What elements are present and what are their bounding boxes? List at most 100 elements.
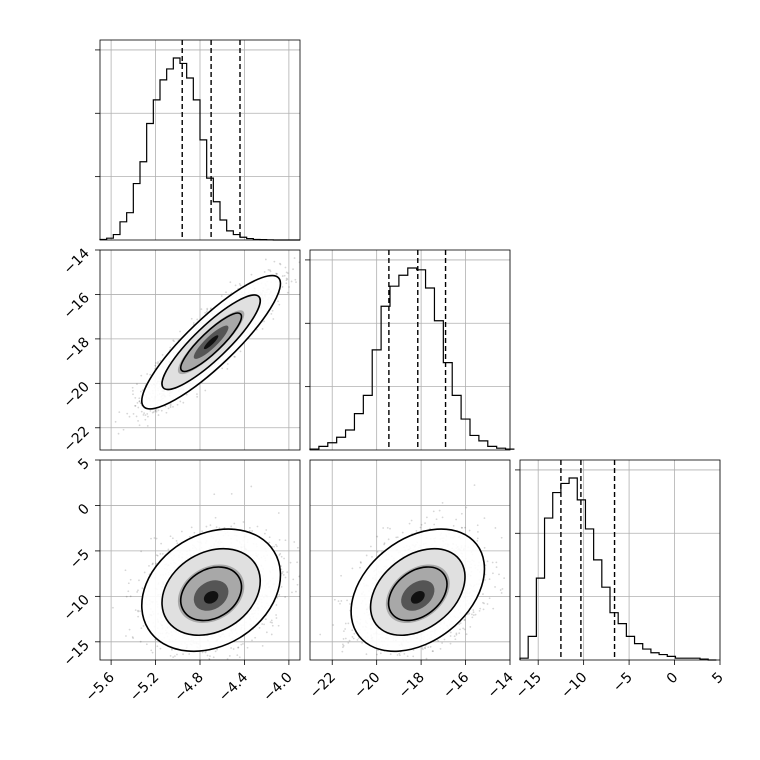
sample-point (236, 654, 239, 657)
sample-point (118, 411, 121, 414)
sample-point (251, 530, 254, 532)
sample-point (142, 666, 144, 668)
sample-point (176, 542, 179, 545)
sample-point (132, 637, 135, 639)
sample-point (153, 410, 155, 413)
sample-point (220, 295, 223, 297)
sample-point (295, 281, 297, 284)
sample-point (226, 658, 229, 660)
sample-point (278, 554, 281, 556)
sample-point (280, 555, 283, 558)
sample-point (151, 411, 154, 414)
sample-point (284, 539, 287, 542)
sample-point (156, 663, 158, 665)
sample-point (273, 545, 276, 548)
sample-point (185, 393, 188, 396)
sample-point (138, 400, 141, 403)
sample-point (136, 591, 139, 593)
sample-point (269, 621, 272, 624)
sample-point (164, 405, 167, 408)
sample-point (193, 531, 196, 534)
sample-point (282, 574, 285, 576)
sample-point (128, 415, 131, 418)
sample-point (150, 537, 152, 540)
panel-frame (519, 459, 721, 661)
contour-line (140, 274, 282, 410)
contour-line (161, 294, 262, 391)
sample-point (147, 415, 149, 418)
sample-point (131, 389, 134, 392)
histogram-0 (99, 57, 300, 241)
sample-point (280, 585, 283, 588)
sample-point (155, 562, 158, 565)
sample-point (169, 535, 172, 538)
sample-point (238, 282, 241, 285)
sample-point (229, 281, 232, 284)
sample-point (270, 633, 273, 636)
sample-point (156, 645, 159, 648)
sample-point (284, 576, 287, 579)
sample-point (125, 635, 127, 637)
sample-point (188, 653, 191, 655)
sample-point (278, 539, 281, 541)
sample-point (281, 572, 283, 575)
sample-point (137, 610, 140, 613)
sample-point (269, 269, 271, 272)
sample-point (91, 454, 93, 456)
sample-point (221, 367, 224, 370)
sample-point (216, 648, 218, 651)
sample-point (157, 361, 159, 363)
sample-point (268, 536, 271, 539)
sample-point (281, 570, 284, 573)
sample-point (204, 651, 207, 654)
sample-point (184, 670, 186, 672)
sample-point (201, 663, 203, 665)
sample-point (271, 621, 273, 624)
sample-point (293, 541, 296, 543)
sample-point (205, 310, 208, 313)
sample-point (146, 373, 149, 375)
sample-point (137, 406, 140, 409)
sample-point (165, 411, 168, 414)
panel-frame (99, 249, 301, 451)
sample-point (269, 270, 272, 273)
sample-point (278, 262, 281, 265)
sample-point (250, 273, 253, 276)
sample-point (112, 606, 114, 609)
sample-point (271, 309, 274, 312)
sample-point (137, 420, 139, 422)
sample-point (233, 355, 236, 358)
sample-point (212, 656, 215, 659)
sample-point (214, 516, 217, 519)
hist-panel-0 (95, 39, 301, 241)
sample-point (144, 414, 147, 417)
sample-point (265, 529, 268, 531)
sample-point (157, 409, 160, 412)
sample-point (232, 648, 235, 650)
sample-point (167, 548, 170, 551)
sample-point (275, 604, 278, 606)
sample-point (264, 258, 267, 261)
sample-point (246, 646, 249, 649)
sample-point (278, 594, 281, 596)
sample-point (285, 279, 288, 282)
sample-point (138, 424, 141, 427)
sample-point (182, 401, 185, 404)
sample-point (296, 561, 299, 564)
sample-point (128, 628, 131, 631)
sample-point (188, 535, 191, 538)
sample-point (145, 643, 148, 646)
sample-point (286, 278, 289, 281)
sample-point (129, 578, 132, 581)
sample-point (284, 266, 287, 269)
sample-point (230, 525, 233, 528)
sample-point (239, 350, 242, 353)
sample-point (270, 619, 273, 622)
sample-point (289, 561, 292, 564)
sample-point (264, 618, 267, 621)
sample-point (127, 582, 130, 585)
sample-point (142, 625, 145, 627)
panel-frame (309, 249, 511, 451)
sample-point (169, 404, 172, 407)
